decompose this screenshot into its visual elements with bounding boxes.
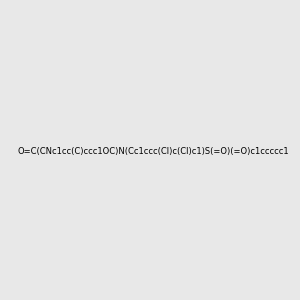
Text: O=C(CNc1cc(C)ccc1OC)N(Cc1ccc(Cl)c(Cl)c1)S(=O)(=O)c1ccccc1: O=C(CNc1cc(C)ccc1OC)N(Cc1ccc(Cl)c(Cl)c1)… [18, 147, 290, 156]
